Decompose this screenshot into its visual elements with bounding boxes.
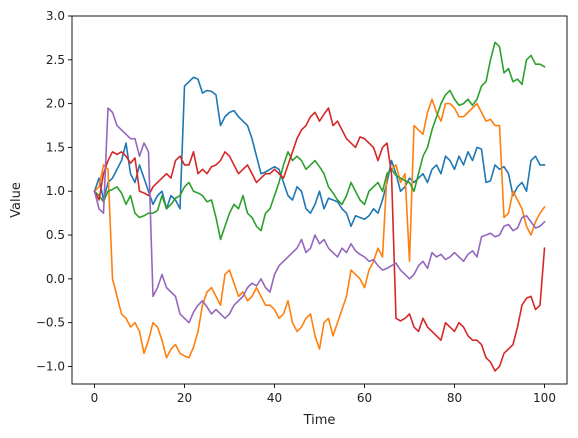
x-tick-label: 60 [357, 391, 372, 405]
plot-frame [71, 15, 568, 385]
series-line-5 [93, 107, 546, 324]
series-line-4 [93, 107, 546, 372]
series-line-3 [93, 41, 546, 241]
y-tick-label: −1.0 [36, 359, 65, 373]
y-tick-label: 0.0 [46, 272, 65, 286]
y-tick-label: 3.0 [46, 9, 65, 23]
y-tick-label: 1.5 [46, 140, 65, 154]
x-tick-label: 40 [267, 391, 282, 405]
series-layer [93, 41, 546, 372]
y-tick-label: −0.5 [36, 316, 65, 330]
x-axis-label: Time [303, 413, 336, 428]
x-tick-label: 80 [447, 391, 462, 405]
y-tick-label: 0.5 [46, 228, 65, 242]
x-tick-label: 20 [177, 391, 192, 405]
x-tick-label: 100 [533, 391, 556, 405]
y-axis-label: Value [9, 182, 24, 218]
y-axis: −1.0 −0.5 0.0 0.5 1.0 1.5 2.0 2.5 3.0 [36, 9, 72, 373]
y-tick-label: 2.5 [46, 53, 65, 67]
y-tick-label: 1.0 [46, 184, 65, 198]
y-tick-label: 2.0 [46, 97, 65, 111]
series-line-2 [93, 98, 546, 359]
series-line-1 [93, 76, 546, 228]
x-axis: 0 20 40 60 80 100 [91, 384, 556, 405]
x-tick-label: 0 [91, 391, 99, 405]
